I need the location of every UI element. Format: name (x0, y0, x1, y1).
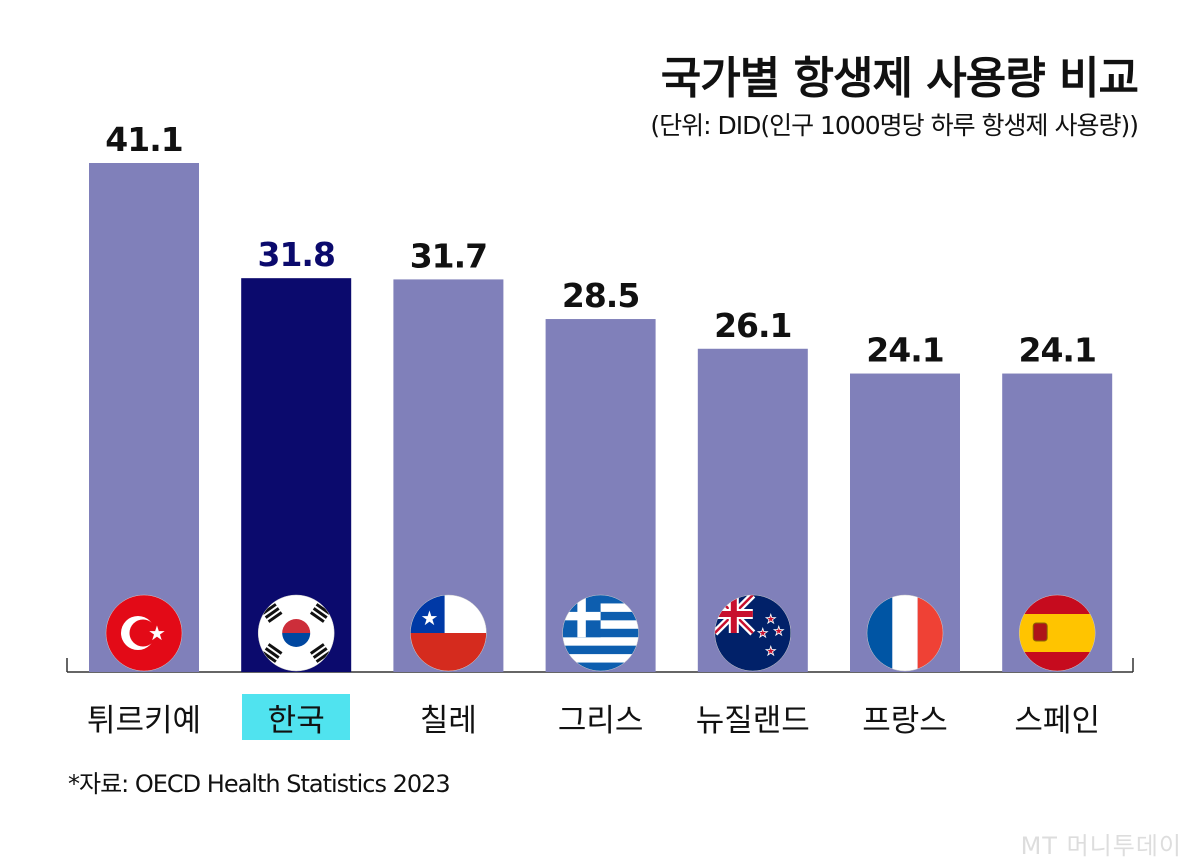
category-label: 뉴질랜드 (696, 703, 810, 739)
watermark-logo: MT 머니투데이 (1020, 832, 1182, 860)
chile-flag-icon: ★ (410, 595, 487, 671)
bar-group: 26.1★★★★뉴질랜드 (696, 306, 810, 739)
greece-flag-icon (562, 595, 639, 671)
data-label: 24.1 (866, 331, 943, 370)
svg-text:★: ★ (757, 626, 768, 640)
highlight-label-bg (242, 694, 350, 740)
svg-text:★: ★ (421, 606, 439, 630)
bar-group: 31.8 한국 (241, 235, 352, 740)
category-label: 그리스 (558, 703, 644, 739)
svg-text:★: ★ (148, 621, 166, 645)
data-label: 24.1 (1018, 331, 1095, 370)
data-label: 28.5 (562, 276, 639, 315)
data-label: 31.7 (410, 236, 487, 275)
bar-group: 24.1 프랑스 (850, 331, 960, 739)
bar-group: 28.5 그리스 (545, 276, 656, 739)
category-label: 프랑스 (862, 703, 948, 739)
category-label: 한국 (268, 703, 325, 739)
south-korea-flag-icon (258, 595, 335, 671)
bar-group: 31.7 ★ 칠레 (393, 236, 504, 739)
france-flag-icon (867, 595, 943, 671)
svg-text:★: ★ (765, 612, 776, 626)
data-label: 31.8 (257, 235, 334, 274)
category-label: 튀르키예 (87, 703, 201, 739)
source-note: *자료: OECD Health Statistics 2023 (68, 770, 451, 798)
bar (89, 163, 199, 672)
bar-group: 24.1 스페인 (1002, 331, 1113, 739)
turkey-flag-icon: ★ (106, 595, 182, 671)
category-label: 스페인 (1014, 703, 1100, 739)
data-label: 26.1 (714, 306, 791, 345)
new-zealand-flag-icon: ★★★★ (714, 595, 791, 671)
category-label: 칠레 (420, 703, 477, 739)
bar-group: 41.1 ★ 튀르키예 (87, 120, 201, 739)
svg-text:★: ★ (765, 644, 776, 658)
chart-title: 국가별 항생제 사용량 비교 (660, 53, 1139, 104)
svg-text:★: ★ (773, 624, 784, 638)
spain-flag-icon (1019, 595, 1096, 671)
chart-subtitle: (단위: DID(인구 1000명당 하루 항생제 사용량)) (650, 111, 1139, 140)
data-label: 41.1 (105, 120, 182, 159)
